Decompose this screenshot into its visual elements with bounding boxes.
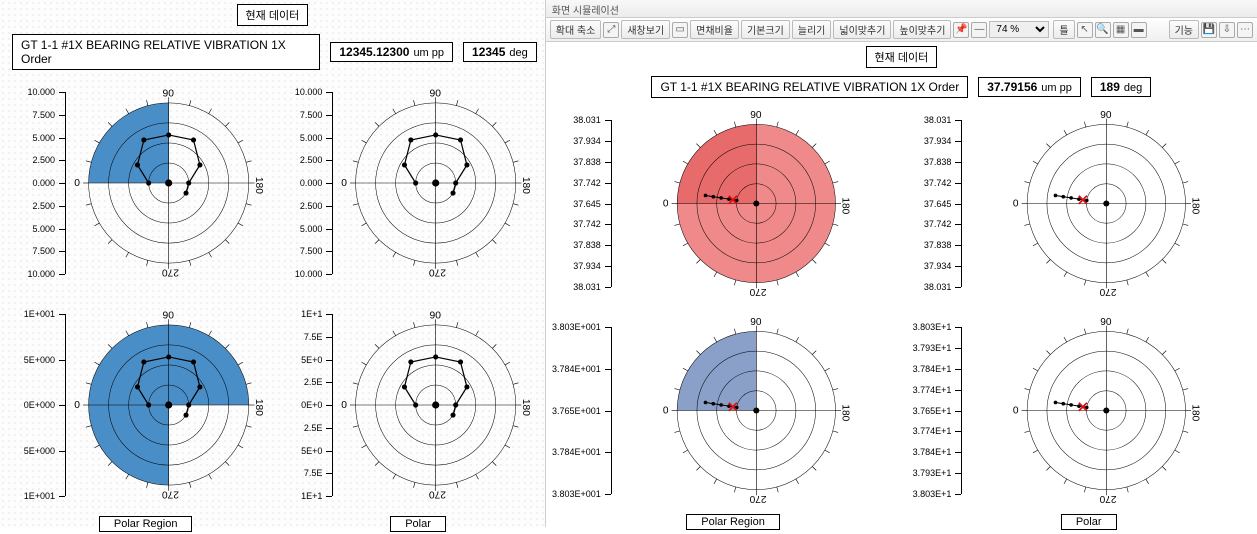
more-icon[interactable]: ⋯ — [1237, 22, 1253, 38]
svg-text:180: 180 — [253, 399, 264, 416]
svg-text:0: 0 — [74, 178, 80, 189]
zoom-out-icon[interactable]: ⤢ — [603, 22, 619, 38]
svg-text:270: 270 — [1100, 493, 1117, 504]
svg-text:270: 270 — [749, 286, 766, 297]
export-icon[interactable]: ⇩ — [1219, 22, 1235, 38]
right-current-data-row: 현재 데이터 — [546, 42, 1257, 72]
preview-toolbar: 확대 축소 ⤢ 새창보기 ▭ 면채비율 기본크기 늘리기 넓이맞추기 높이맞추기… — [546, 18, 1257, 42]
search-icon[interactable]: 🔍 — [1095, 22, 1111, 38]
phase-box: 12345 deg — [463, 42, 537, 62]
save-icon[interactable]: 💾 — [1201, 22, 1217, 38]
tbtn-aspect[interactable]: 면채비율 — [690, 20, 739, 39]
amplitude-unit: um pp — [413, 47, 444, 59]
right-chart-bottom-right[interactable]: 3.803E+13.793E+13.784E+13.774E+13.765E+1… — [902, 309, 1251, 512]
zoom-group-label[interactable]: 확대 축소 — [550, 20, 602, 39]
left-editor-pane: 현재 데이터 GT 1-1 #1X BEARING RELATIVE VIBRA… — [0, 0, 546, 527]
right-chart-bottom-left[interactable]: 3.803E+0013.784E+0013.765E+0013.784E+001… — [552, 309, 901, 512]
svg-text:90: 90 — [163, 89, 175, 100]
pin-icon[interactable]: 📌 — [953, 22, 969, 38]
tbtn-stretch[interactable]: 늘리기 — [792, 20, 832, 39]
svg-text:180: 180 — [253, 177, 264, 194]
svg-text:270: 270 — [162, 266, 179, 277]
svg-text:90: 90 — [163, 311, 175, 322]
svg-text:0: 0 — [342, 178, 348, 189]
svg-text:180: 180 — [1190, 197, 1201, 214]
svg-text:90: 90 — [750, 317, 762, 328]
left-chart-top-left[interactable]: 10.0007.5005.0002.5000.0002.5005.0007.50… — [6, 74, 271, 292]
tbtn-fitw[interactable]: 넓이맞추기 — [833, 20, 891, 39]
svg-text:180: 180 — [520, 177, 531, 194]
aspect-icon[interactable]: ▭ — [672, 22, 688, 38]
svg-text:0: 0 — [1013, 406, 1019, 417]
left-caption-row: Polar Region Polar — [0, 514, 545, 534]
chart-title: GT 1-1 #1X BEARING RELATIVE VIBRATION 1X… — [12, 34, 320, 70]
svg-text:270: 270 — [429, 488, 446, 499]
amplitude-box: 37.79156 um pp — [978, 77, 1081, 97]
amplitude-unit: um pp — [1041, 82, 1072, 94]
left-chart-top-right[interactable]: 10.0007.5005.0002.5000.0002.5005.0007.50… — [273, 74, 538, 292]
chart-title: GT 1-1 #1X BEARING RELATIVE VIBRATION 1X… — [651, 76, 968, 98]
left-chart-bottom-right[interactable]: 1E+17.5E5E+02.5E0E+02.5E5E+07.5E1E+10901… — [273, 296, 538, 514]
caption-polar-region: Polar Region — [686, 514, 780, 530]
tbtn-default[interactable]: 기본크기 — [741, 20, 790, 39]
svg-text:180: 180 — [520, 399, 531, 416]
caption-polar: Polar — [1061, 514, 1117, 530]
svg-text:90: 90 — [430, 89, 442, 100]
svg-text:180: 180 — [839, 197, 850, 214]
phase-value: 189 — [1100, 80, 1120, 94]
amplitude-box: 12345.12300 um pp — [330, 42, 453, 62]
phase-value: 12345 — [472, 45, 505, 59]
amplitude-value: 12345.12300 — [339, 45, 409, 59]
svg-text:90: 90 — [1101, 110, 1113, 121]
right-caption-row: Polar Region Polar — [546, 512, 1257, 532]
left-current-data-row: 현재 데이터 — [0, 0, 545, 30]
svg-text:90: 90 — [1101, 317, 1113, 328]
right-preview-pane: 화면 시뮬레이션 확대 축소 ⤢ 새창보기 ▭ 면채비율 기본크기 늘리기 넓이… — [546, 0, 1257, 527]
current-data-label: 현재 데이터 — [866, 46, 938, 68]
func-label[interactable]: 기능 — [1169, 20, 1199, 39]
svg-text:90: 90 — [430, 311, 442, 322]
svg-text:0: 0 — [342, 400, 348, 411]
svg-text:180: 180 — [839, 404, 850, 421]
right-title-row: GT 1-1 #1X BEARING RELATIVE VIBRATION 1X… — [546, 72, 1257, 102]
sep-icon[interactable]: — — [971, 22, 987, 38]
zoom-select[interactable]: 74 % — [989, 21, 1049, 38]
cursor-icon[interactable]: ↖ — [1077, 22, 1093, 38]
current-data-label: 현재 데이터 — [237, 4, 309, 26]
tbtn-newwin[interactable]: 새창보기 — [621, 20, 670, 39]
right-chart-top-left[interactable]: 38.03137.93437.83837.74237.64537.74237.8… — [552, 102, 901, 305]
right-charts-grid: 38.03137.93437.83837.74237.64537.74237.8… — [546, 102, 1257, 512]
phase-unit: deg — [509, 47, 527, 59]
caption-polar-region: Polar Region — [99, 516, 193, 532]
svg-text:0: 0 — [663, 406, 669, 417]
svg-text:270: 270 — [429, 266, 446, 277]
caption-polar: Polar — [390, 516, 446, 532]
svg-text:270: 270 — [1100, 286, 1117, 297]
tbtn-fith[interactable]: 높이맞추기 — [893, 20, 951, 39]
phase-unit: deg — [1124, 82, 1142, 94]
left-chart-bottom-left[interactable]: 1E+0015E+0000E+0005E+0001E+001090180270 — [6, 296, 271, 514]
preview-tab-bar: 화면 시뮬레이션 — [546, 0, 1257, 18]
svg-text:270: 270 — [162, 488, 179, 499]
svg-text:0: 0 — [74, 400, 80, 411]
panel-icon[interactable]: ▬ — [1131, 22, 1147, 38]
svg-text:90: 90 — [750, 110, 762, 121]
left-title-row: GT 1-1 #1X BEARING RELATIVE VIBRATION 1X… — [0, 30, 545, 74]
svg-text:180: 180 — [1190, 404, 1201, 421]
grid-icon[interactable]: ▦ — [1113, 22, 1129, 38]
svg-text:0: 0 — [1013, 199, 1019, 210]
amplitude-value: 37.79156 — [987, 80, 1037, 94]
left-charts-grid: 10.0007.5005.0002.5000.0002.5005.0007.50… — [0, 74, 545, 514]
frame-label[interactable]: 틀 — [1053, 20, 1074, 39]
preview-tab-label: 화면 시뮬레이션 — [552, 6, 619, 17]
right-chart-top-right[interactable]: 38.03137.93437.83837.74237.64537.74237.8… — [902, 102, 1251, 305]
svg-text:270: 270 — [749, 493, 766, 504]
phase-box: 189 deg — [1091, 77, 1151, 97]
svg-text:0: 0 — [663, 199, 669, 210]
